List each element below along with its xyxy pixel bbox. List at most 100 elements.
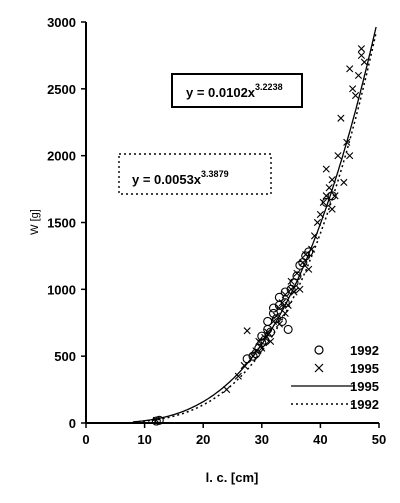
equation-1995-box <box>171 73 303 108</box>
point-1995 <box>290 288 298 296</box>
point-1995 <box>269 317 278 326</box>
point-1995 <box>278 299 286 307</box>
equation-1992-exponent: 3.3879 <box>201 169 229 179</box>
point-1995 <box>340 178 348 186</box>
point-1992 <box>274 292 284 302</box>
legend-label-1992-curve: 1992 <box>350 397 379 412</box>
y-tick-label: 3000 <box>47 15 76 30</box>
legend-item-1992-points: 1992 <box>314 343 379 358</box>
point-1995 <box>351 91 360 100</box>
y-ticks: 0 500 1000 1500 2000 2500 3000 <box>47 15 86 431</box>
point-1995 <box>328 176 336 184</box>
equation-1992-base: y = 0.0053x <box>132 172 202 187</box>
point-1995 <box>337 114 345 122</box>
legend-item-1992-curve: 1992 <box>291 397 379 412</box>
y-tick-label: 0 <box>69 416 76 431</box>
equation-1992-box <box>118 153 272 195</box>
x-tick-label: 30 <box>255 432 269 447</box>
equation-1995-exponent: 3.2238 <box>255 82 283 92</box>
y-tick-label: 1500 <box>47 216 76 231</box>
point-1995 <box>299 259 307 267</box>
point-1992 <box>268 303 279 313</box>
point-1995 <box>258 344 266 352</box>
point-1995 <box>354 71 363 80</box>
x-tick-label: 20 <box>196 432 210 447</box>
point-1995 <box>360 58 368 66</box>
point-1995 <box>287 277 295 285</box>
equation-1995: y = 0.0102x3.2238 <box>171 73 303 108</box>
equation-1992: y = 0.0053x3.3879 <box>118 153 272 195</box>
y-tick-label: 2500 <box>47 82 76 97</box>
point-1992 <box>304 247 314 257</box>
point-1995 <box>322 192 330 200</box>
point-1995 <box>310 232 319 240</box>
data-points <box>151 45 368 426</box>
point-1995 <box>313 218 322 227</box>
legend-circle-marker <box>314 345 324 355</box>
legend-x-marker <box>314 363 324 373</box>
point-1992 <box>292 271 302 281</box>
point-1995 <box>272 312 281 320</box>
y-tick-label: 500 <box>54 349 76 364</box>
point-1995 <box>281 291 289 299</box>
point-1992 <box>254 343 264 353</box>
equation-1992-text: y = 0.0053x3.3879 <box>132 169 229 187</box>
point-1995 <box>267 337 275 346</box>
point-1995 <box>302 250 310 259</box>
equation-1995-base: y = 0.0102x <box>186 85 256 100</box>
x-axis-title: l. c. [cm] <box>206 470 259 485</box>
x-ticks: 0 10 20 30 40 50 <box>82 423 386 447</box>
point-1995 <box>152 416 160 424</box>
point-1995 <box>357 51 366 60</box>
point-1992 <box>248 351 258 361</box>
point-1995 <box>328 205 336 213</box>
point-1995 <box>275 304 283 312</box>
legend: 1992 1995 1995 1992 <box>291 343 379 412</box>
point-1995 <box>281 309 289 317</box>
point-1992 <box>251 348 261 359</box>
equation-1995-text: y = 0.0102x3.2238 <box>186 82 283 100</box>
point-1995 <box>255 337 263 346</box>
legend-item-1995-curve: 1995 <box>291 379 379 394</box>
point-1995 <box>346 152 354 160</box>
point-1995 <box>223 385 231 394</box>
y-tick-label: 1000 <box>47 282 76 297</box>
point-1995 <box>334 152 342 160</box>
point-1995 <box>322 165 330 173</box>
point-1995 <box>357 45 366 53</box>
point-1992 <box>321 197 331 207</box>
point-1995 <box>319 198 327 207</box>
point-1995 <box>346 65 354 73</box>
point-1992 <box>271 314 282 324</box>
point-1995 <box>316 210 324 219</box>
point-1995 <box>252 347 260 355</box>
point-1995 <box>331 192 339 200</box>
point-1992 <box>277 316 287 326</box>
point-1995 <box>264 328 272 336</box>
point-1995 <box>308 245 316 253</box>
x-tick-label: 0 <box>82 432 89 447</box>
legend-label-1995-curve: 1995 <box>350 379 379 394</box>
point-1992 <box>283 324 293 334</box>
x-tick-label: 10 <box>137 432 151 447</box>
point-1995 <box>240 361 248 370</box>
point-1995 <box>261 333 269 342</box>
point-1995 <box>343 138 351 146</box>
point-1995 <box>234 372 242 380</box>
point-1995 <box>275 320 283 328</box>
point-1992 <box>295 260 305 270</box>
legend-label-1992-points: 1992 <box>350 343 379 358</box>
point-1995 <box>296 285 304 293</box>
point-1992 <box>280 287 290 297</box>
point-1992 <box>268 308 279 318</box>
point-1992 <box>154 415 164 425</box>
point-1995 <box>325 184 333 192</box>
point-1992 <box>266 327 276 337</box>
point-1995 <box>284 301 292 309</box>
fit-curve-1992-dotted <box>132 32 377 423</box>
point-1995 <box>249 352 257 360</box>
point-1992 <box>263 316 273 326</box>
point-1992 <box>327 191 337 201</box>
x-tick-label: 50 <box>372 432 386 447</box>
